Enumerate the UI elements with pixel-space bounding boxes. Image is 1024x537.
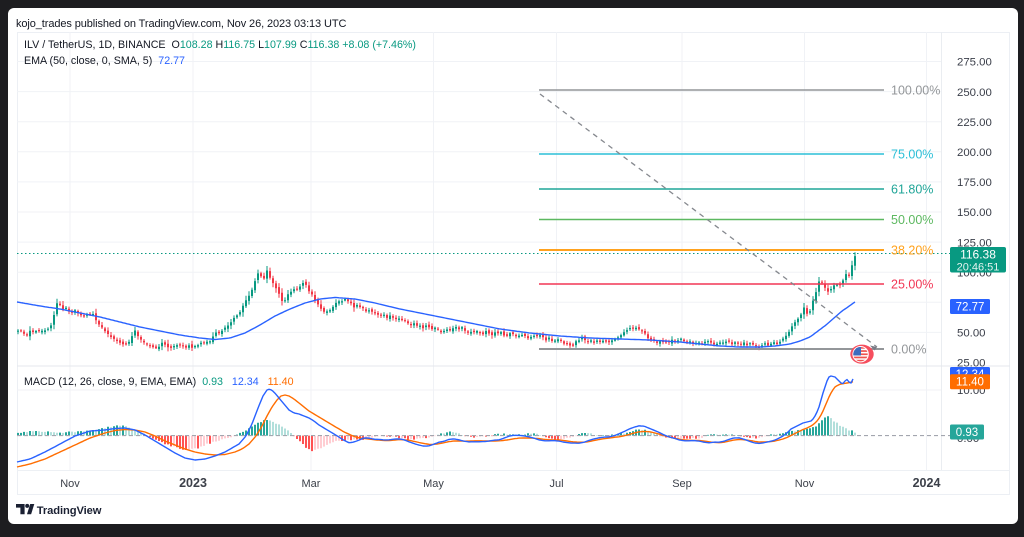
svg-text:Sep: Sep	[672, 478, 692, 490]
svg-text:Nov: Nov	[60, 478, 80, 490]
svg-text:50.00: 50.00	[957, 328, 986, 340]
svg-text:72.77: 72.77	[956, 302, 985, 314]
svg-text:20:46:51: 20:46:51	[957, 262, 1000, 274]
svg-text:11.40: 11.40	[956, 377, 984, 389]
svg-text:ILV / TetherUS, 1D, BINANCE O: ILV / TetherUS, 1D, BINANCE O108.28 H116…	[24, 39, 416, 51]
svg-text:2023: 2023	[179, 476, 207, 490]
svg-text:150.00: 150.00	[957, 207, 992, 219]
svg-text:kojo_trades published on Tradi: kojo_trades published on TradingView.com…	[16, 18, 346, 30]
svg-text:EMA (50, close, 0, SMA, 5) 72: EMA (50, close, 0, SMA, 5) 72.77	[24, 55, 185, 67]
svg-text:Mar: Mar	[302, 478, 321, 490]
svg-text:0.00%: 0.00%	[891, 342, 926, 356]
svg-text:25.00%: 25.00%	[891, 277, 933, 291]
svg-text:275.00: 275.00	[957, 57, 992, 69]
svg-text:61.80%: 61.80%	[891, 182, 933, 196]
svg-text:MACD (12, 26, close, 9, EMA, E: MACD (12, 26, close, 9, EMA, EMA) 0.93 1…	[24, 376, 294, 388]
svg-text:May: May	[423, 478, 444, 490]
svg-text:25.00: 25.00	[957, 358, 986, 370]
svg-text:200.00: 200.00	[957, 147, 992, 159]
svg-text:Jul: Jul	[549, 478, 563, 490]
svg-text:TradingView: TradingView	[37, 505, 102, 517]
svg-text:100.00%: 100.00%	[891, 83, 940, 97]
svg-text:38.20%: 38.20%	[891, 243, 933, 257]
svg-text:250.00: 250.00	[957, 87, 992, 99]
svg-text:Nov: Nov	[795, 478, 815, 490]
svg-text:125.00: 125.00	[957, 237, 992, 249]
svg-text:225.00: 225.00	[957, 117, 992, 129]
svg-text:116.38: 116.38	[960, 248, 996, 262]
svg-text:2024: 2024	[913, 476, 941, 490]
svg-text:50.00%: 50.00%	[891, 213, 933, 227]
svg-text:0.93: 0.93	[956, 427, 978, 439]
svg-text:75.00%: 75.00%	[891, 147, 933, 161]
svg-text:175.00: 175.00	[957, 177, 992, 189]
